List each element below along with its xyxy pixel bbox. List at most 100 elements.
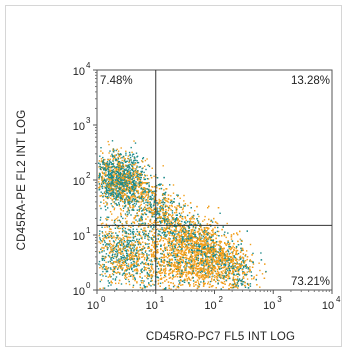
event-dot: [159, 217, 160, 218]
event-dot: [173, 286, 174, 287]
event-dot: [205, 269, 206, 270]
event-dot: [184, 269, 185, 270]
event-dot: [188, 233, 189, 234]
event-dot: [211, 276, 212, 277]
event-dot: [127, 189, 128, 190]
event-dot: [168, 194, 169, 195]
event-dot: [176, 244, 177, 245]
event-dot: [167, 241, 168, 242]
event-dot: [198, 216, 199, 217]
event-dot: [205, 237, 206, 238]
event-dot: [226, 237, 227, 238]
event-dot: [203, 261, 204, 262]
event-dot: [167, 206, 168, 207]
event-dot: [252, 253, 253, 254]
event-dot: [161, 217, 162, 218]
event-dot: [136, 203, 137, 204]
event-dot: [194, 246, 195, 247]
event-dot: [164, 234, 165, 235]
event-dot: [199, 270, 200, 271]
event-dot: [157, 241, 158, 242]
event-dot: [244, 262, 245, 263]
event-dot: [202, 232, 203, 233]
event-dot: [160, 222, 161, 223]
event-dot: [214, 270, 215, 271]
event-dot: [192, 229, 193, 230]
event-dot: [204, 219, 205, 220]
event-dot: [157, 266, 158, 267]
event-dot: [174, 246, 175, 247]
event-dot: [165, 211, 166, 212]
event-dot: [176, 194, 177, 195]
event-dot: [194, 257, 195, 258]
event-dot: [238, 266, 239, 267]
event-dot: [193, 273, 194, 274]
event-dot: [136, 177, 137, 178]
event-dot: [170, 264, 171, 265]
event-dot: [168, 210, 169, 211]
event-dot: [231, 248, 232, 249]
event-dot: [160, 286, 161, 287]
event-dot: [209, 264, 210, 265]
event-dot: [165, 250, 166, 251]
event-dot: [212, 235, 213, 236]
event-dot: [164, 199, 165, 200]
event-dot: [184, 268, 185, 269]
event-dot: [232, 268, 233, 269]
event-dot: [222, 258, 223, 259]
event-dot: [228, 262, 229, 263]
event-dot: [232, 273, 233, 274]
event-dot: [159, 206, 160, 207]
event-dot: [201, 271, 202, 272]
event-dot: [134, 178, 135, 179]
event-dot: [232, 253, 233, 254]
event-dot: [158, 261, 159, 262]
event-dot: [174, 244, 175, 245]
event-dot: [233, 243, 234, 244]
event-dot: [166, 264, 167, 265]
event-dot: [193, 236, 194, 237]
event-dot: [177, 273, 178, 274]
event-dot: [129, 284, 130, 285]
event-dot: [183, 272, 184, 273]
event-dot: [167, 201, 168, 202]
event-dot: [207, 268, 208, 269]
event-dot: [149, 166, 150, 167]
event-dot: [214, 275, 215, 276]
event-dot: [162, 250, 163, 251]
event-dot: [204, 229, 205, 230]
event-dot: [180, 285, 181, 286]
event-dot: [178, 280, 179, 281]
event-dot: [165, 205, 166, 206]
event-dot: [151, 199, 152, 200]
event-dot: [137, 156, 138, 157]
event-dot: [129, 273, 130, 274]
event-dot: [174, 251, 175, 252]
event-dot: [170, 209, 171, 210]
event-dot: [119, 205, 120, 206]
event-dot: [140, 194, 141, 195]
event-dot: [192, 246, 193, 247]
event-dot: [195, 255, 196, 256]
event-dot: [139, 166, 140, 167]
event-dot: [147, 257, 148, 258]
event-dot: [163, 189, 164, 190]
event-dot: [228, 288, 229, 289]
event-dot: [227, 278, 228, 279]
event-dot: [140, 179, 141, 180]
event-dot: [141, 282, 142, 283]
event-dot: [197, 272, 198, 273]
event-dot: [119, 189, 120, 190]
event-dot: [180, 265, 181, 266]
event-dot: [164, 216, 165, 217]
event-dot: [244, 282, 245, 283]
event-dot: [169, 223, 170, 224]
event-dot: [139, 209, 140, 210]
event-dot: [116, 154, 117, 155]
event-dot: [197, 257, 198, 258]
event-dot: [227, 274, 228, 275]
event-dot: [215, 261, 216, 262]
event-dot: [204, 253, 205, 254]
event-dot: [157, 228, 158, 229]
event-dot: [236, 258, 237, 259]
